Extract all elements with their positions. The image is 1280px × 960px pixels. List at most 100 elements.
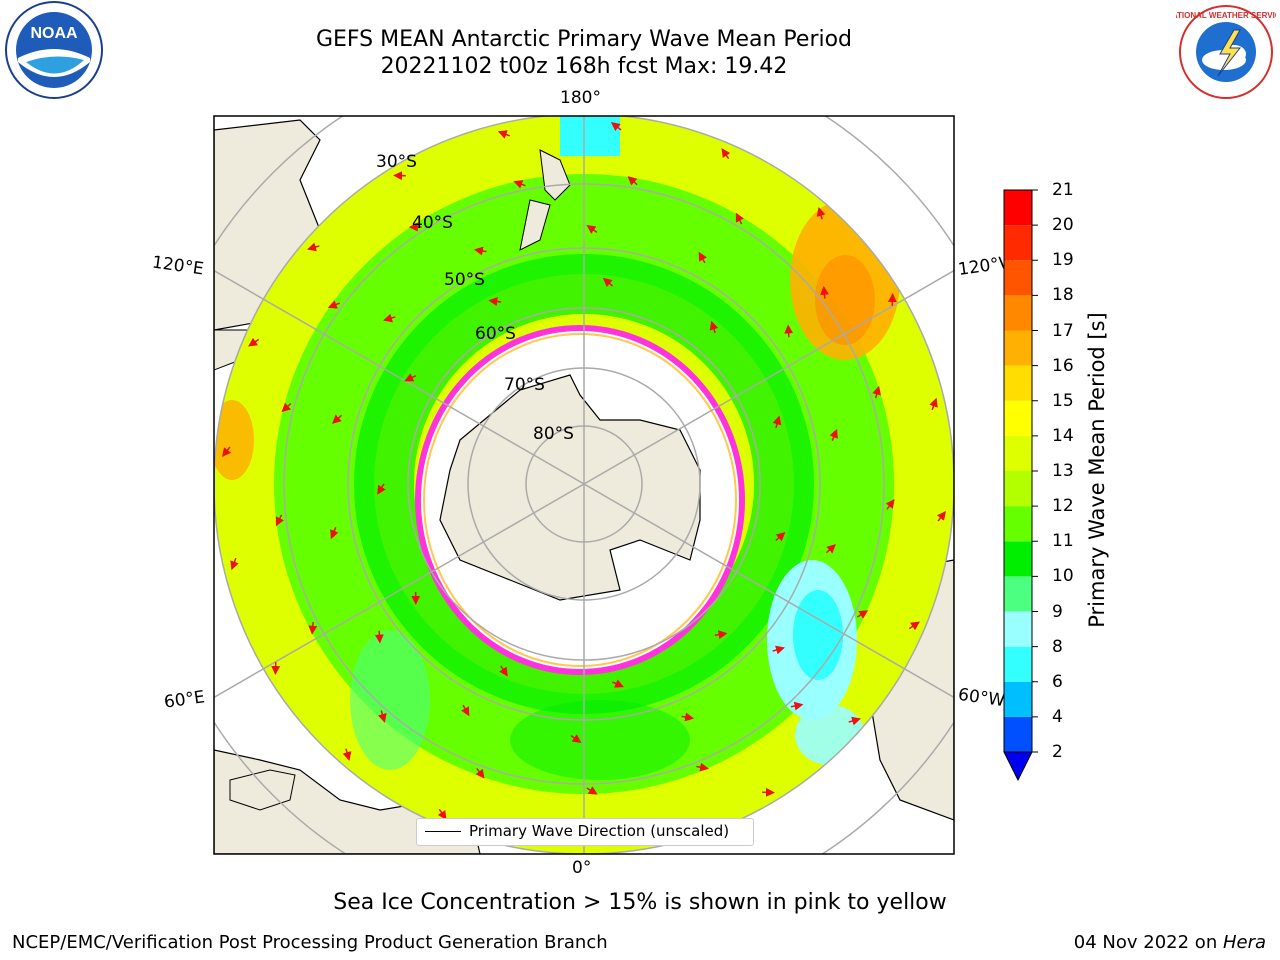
wave-direction-arrow xyxy=(627,176,638,186)
wave-direction-arrow xyxy=(332,414,343,424)
wave-direction-arrow xyxy=(820,285,830,299)
colorbar-segment xyxy=(1004,681,1032,717)
wave-direction-arrow xyxy=(378,710,387,723)
wave-direction-arrow xyxy=(936,510,946,522)
colorbar-tick-label: 10 xyxy=(1052,566,1074,587)
wave-direction-arrow xyxy=(885,498,895,510)
colorbar-tick-label: 8 xyxy=(1052,636,1063,657)
colorbar-segment xyxy=(1004,400,1032,436)
wave-direction-arrow xyxy=(610,122,622,132)
colorbar-tick-label: 13 xyxy=(1052,461,1074,481)
wave-direction-arrow xyxy=(709,320,719,334)
legend-line-swatch xyxy=(425,831,461,832)
wave-direction-arrow xyxy=(698,251,707,264)
colorbar-tick-label: 12 xyxy=(1052,496,1074,517)
wave-direction-arrow xyxy=(327,300,341,309)
colorbar-tick-label: 21 xyxy=(1052,180,1074,200)
colorbar-extend-min xyxy=(1003,751,1033,782)
lat-label-50s: 50°S xyxy=(444,270,485,290)
wave-direction-arrow xyxy=(230,557,239,571)
wave-direction-arrow xyxy=(772,645,785,655)
wave-direction-arrow xyxy=(475,768,485,779)
colorbar-tick-label: 9 xyxy=(1052,601,1063,622)
colorbar-tick-label: 6 xyxy=(1052,671,1063,692)
legend-label: Primary Wave Direction (unscaled) xyxy=(469,822,730,840)
wave-direction-arrow xyxy=(775,531,786,542)
wave-direction-arrow xyxy=(714,630,728,640)
wave-direction-arrow xyxy=(513,180,526,189)
footer-host: Hera xyxy=(1222,932,1266,953)
sea-ice-caption: Sea Ice Concentration > 15% is shown in … xyxy=(333,890,947,915)
wave-direction-arrow xyxy=(473,246,487,256)
colorbar-segment xyxy=(1004,471,1032,507)
map-subtitle: 20221102 t00z 168h fcst Max: 19.42 xyxy=(380,54,788,79)
lat-label-60s: 60°S xyxy=(475,324,516,344)
colorbar-tick-label: 17 xyxy=(1052,320,1074,341)
map-frame xyxy=(213,115,955,855)
wave-direction-arrow xyxy=(275,514,284,527)
colorbar-segment xyxy=(1004,716,1032,752)
svg-text:NOAA: NOAA xyxy=(30,25,78,42)
wave-direction-arrow xyxy=(307,242,320,252)
colorbar-segment xyxy=(1004,260,1032,296)
map-title: GEFS MEAN Antarctic Primary Wave Mean Pe… xyxy=(315,27,853,52)
wave-direction-arrow xyxy=(586,786,598,795)
noaa-logo: NOAA xyxy=(4,0,104,104)
wave-direction-arrow xyxy=(330,527,339,540)
footer-branch: NCEP/EMC/Verification Post Processing Pr… xyxy=(12,932,608,953)
colorbar-segment xyxy=(1004,541,1032,577)
wave-direction-arrow xyxy=(222,446,232,458)
wave-direction-arrow xyxy=(681,712,695,722)
colorbar-tick-label: 15 xyxy=(1052,390,1074,411)
antarctica-land xyxy=(439,374,701,601)
colorbar-segment xyxy=(1004,646,1032,682)
wave-direction-arrow xyxy=(929,397,938,411)
graticule xyxy=(214,116,954,854)
wave-direction-arrow xyxy=(856,610,869,619)
footer-date-text: 04 Nov 2022 on xyxy=(1073,932,1223,953)
colorbar-segment xyxy=(1004,435,1032,471)
wave-direction-arrow xyxy=(816,207,826,220)
wave-direction-arrow xyxy=(374,630,384,644)
lon-label-180: 180° xyxy=(560,88,601,108)
wave-direction-arrow xyxy=(404,373,417,382)
lat-label-70s: 70°S xyxy=(504,375,545,395)
lat-label-80s: 80°S xyxy=(533,424,574,444)
wave-direction-arrow xyxy=(499,665,508,677)
colorbar-tick-label: 19 xyxy=(1052,250,1074,271)
wave-direction-arrow xyxy=(612,679,625,688)
colorbar-segment xyxy=(1004,330,1032,366)
wave-direction-arrow xyxy=(721,148,731,160)
colorbar-segment xyxy=(1004,225,1032,261)
wave-direction-arrow xyxy=(784,324,794,338)
wave-direction-arrow xyxy=(790,701,804,711)
lon-label-0: 0° xyxy=(572,858,592,878)
colorbar-label: Primary Wave Mean Period [s] xyxy=(1085,312,1109,628)
colorbar-tick-label: 16 xyxy=(1052,355,1074,376)
colorbar-segment xyxy=(1004,576,1032,612)
national-weather-service-logo: NATIONAL WEATHER SERVICE xyxy=(1166,4,1280,104)
colorbar-tick-label: 20 xyxy=(1052,215,1074,236)
wave-direction-arrow xyxy=(497,130,511,139)
colorbar-segment xyxy=(1004,295,1032,331)
wave-direction-arrow xyxy=(461,704,470,717)
colorbar-segment xyxy=(1004,190,1032,226)
wave-direction-arrow xyxy=(586,224,598,234)
wave-direction-arrow xyxy=(872,385,881,399)
wave-direction-arrow xyxy=(848,716,861,726)
lat-label-40s: 40°S xyxy=(412,213,453,233)
wave-direction-arrow xyxy=(570,734,582,744)
colorbar-tick-label: 11 xyxy=(1052,531,1074,552)
colorbar-segment xyxy=(1004,611,1032,647)
wave-direction-arrow xyxy=(696,762,710,772)
wave-direction-arrow xyxy=(437,808,447,820)
wave-direction-arrow xyxy=(383,313,396,323)
map-legend: Primary Wave Direction (unscaled) xyxy=(416,818,754,846)
wave-direction-arrow xyxy=(377,483,386,495)
wave-direction-arrow xyxy=(602,277,614,288)
wave-direction-arrow xyxy=(308,621,318,635)
wave-direction-arrow xyxy=(342,748,352,761)
